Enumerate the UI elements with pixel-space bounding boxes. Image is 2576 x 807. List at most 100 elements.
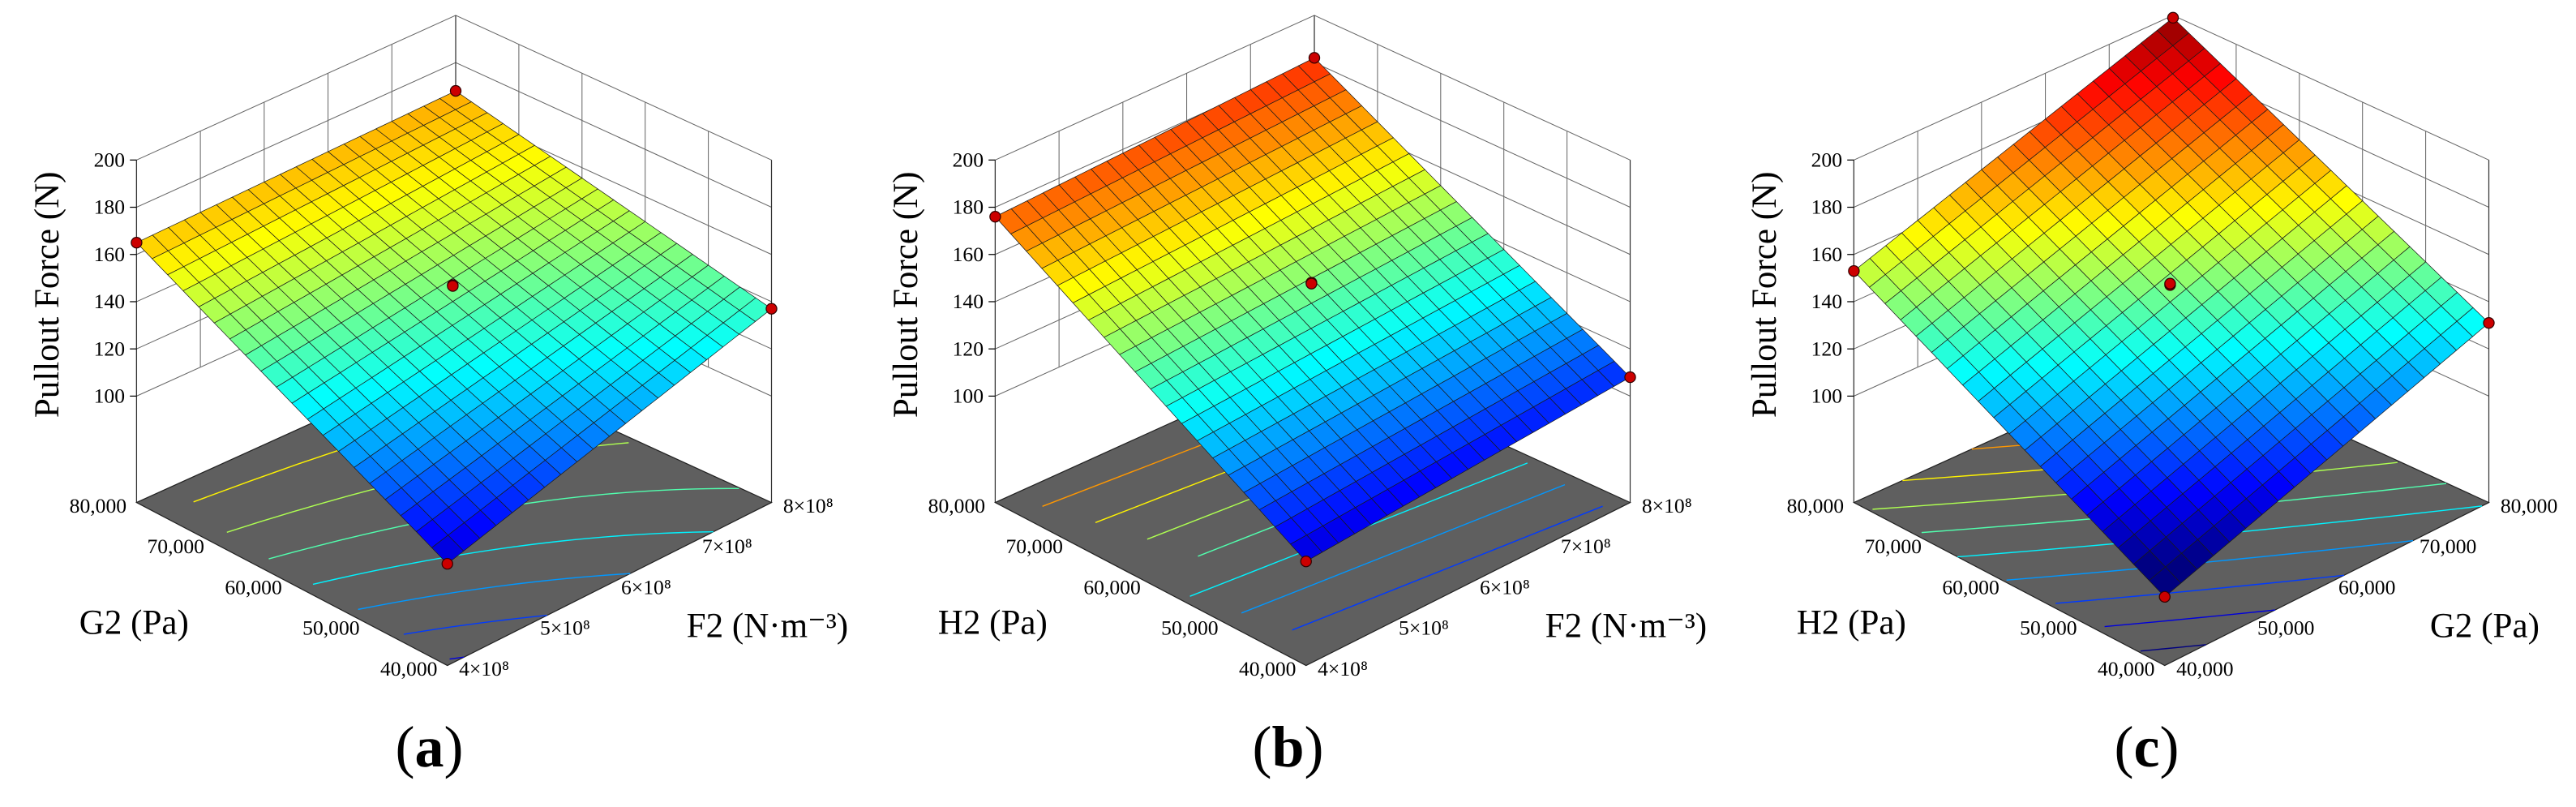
plot-body: 100 120 140 160 180 200 Pullout Force (N) 80,00… xyxy=(887,15,1707,680)
z-tick-label: 160 xyxy=(1811,243,1842,266)
design-point xyxy=(1624,371,1636,384)
design-points xyxy=(989,52,1636,568)
right-axis-tick-label: 8×10⁸ xyxy=(1642,494,1692,517)
left-axis: 80,000 70,000 60,000 50,000 40,000 G2 (Pa) xyxy=(70,494,438,680)
right-axis-tick-label: 8×10⁸ xyxy=(783,494,834,517)
z-tick-label: 200 xyxy=(94,148,125,172)
right-axis: 4×10⁸ 5×10⁸ 6×10⁸ 7×10⁸ 8×10⁸ F2 (N·m⁻³) xyxy=(459,494,848,680)
plot-body: 100 120 140 160 180 200 Pullout Force (N) 80,00… xyxy=(1746,11,2557,680)
contour-line xyxy=(2140,644,2206,652)
design-point xyxy=(449,84,462,97)
right-axis-tick-label: 50,000 xyxy=(2257,616,2314,640)
z-axis-title: Pullout Force (N) xyxy=(887,172,925,419)
right-axis-tick-label: 7×10⁸ xyxy=(1561,534,1611,558)
right-axis-tick-label: 7×10⁸ xyxy=(702,534,752,558)
right-axis-tick-label: 6×10⁸ xyxy=(621,575,671,599)
right-axis-title: F2 (N·m⁻³) xyxy=(1545,607,1707,646)
contour-line xyxy=(358,573,631,611)
z-tick-label: 120 xyxy=(1811,337,1842,360)
caption-a: (a) xyxy=(395,715,464,779)
z-tick-label: 180 xyxy=(94,195,125,219)
z-axis: 100 120 140 160 180 200 Pullout Force (N) xyxy=(28,148,137,419)
left-axis-tick-label: 50,000 xyxy=(2020,616,2077,640)
right-axis-tick-label: 5×10⁸ xyxy=(1399,616,1449,640)
contour-line xyxy=(2104,609,2275,628)
z-axis: 100 120 140 160 180 200 Pullout Force (N) xyxy=(1746,148,1854,419)
right-axis-tick-label: 80,000 xyxy=(2501,494,2557,517)
chart-panel-a: 100 120 140 160 180 200 Pullout Force (N) 80,00… xyxy=(0,0,859,807)
right-axis-tick-label: 4×10⁸ xyxy=(459,657,509,680)
right-axis-tick-label: 40,000 xyxy=(2176,657,2233,680)
left-axis: 80,000 70,000 60,000 50,000 40,000 H2 (Pa) xyxy=(928,494,1297,680)
left-axis-tick-label: 60,000 xyxy=(225,575,281,599)
design-point xyxy=(447,280,459,292)
left-axis-tick-label: 50,000 xyxy=(302,616,359,640)
left-axis-tick-label: 70,000 xyxy=(148,534,204,558)
right-axis-tick-label: 5×10⁸ xyxy=(540,616,590,640)
right-axis-tick-label: 60,000 xyxy=(2338,575,2395,599)
right-axis: 40,000 50,000 60,000 70,000 80,000 G2 (Pa) xyxy=(2176,494,2557,680)
z-tick-label: 180 xyxy=(1811,195,1842,219)
z-tick-label: 160 xyxy=(94,243,125,266)
left-axis-tick-label: 40,000 xyxy=(1239,657,1296,680)
chart-panel-b: 100 120 140 160 180 200 Pullout Force (N) 80,00… xyxy=(859,0,1717,807)
design-point xyxy=(441,557,453,570)
design-point xyxy=(765,303,778,315)
right-axis-tick-label: 70,000 xyxy=(2420,534,2476,558)
right-axis-tick-label: 4×10⁸ xyxy=(1318,657,1368,680)
left-axis-title: H2 (Pa) xyxy=(938,604,1048,642)
left-axis-tick-label: 80,000 xyxy=(70,494,126,517)
z-axis: 100 120 140 160 180 200 Pullout Force (N) xyxy=(887,148,996,419)
z-tick-label: 100 xyxy=(94,384,125,408)
z-tick-label: 200 xyxy=(1811,148,1842,172)
left-axis-tick-label: 50,000 xyxy=(1161,616,1218,640)
caption-b: (b) xyxy=(1252,715,1324,779)
left-axis-title: H2 (Pa) xyxy=(1797,604,1906,642)
left-axis-tick-label: 80,000 xyxy=(928,494,985,517)
design-point xyxy=(1848,264,1860,277)
z-tick-label: 100 xyxy=(953,384,984,408)
design-point xyxy=(1305,277,1318,290)
left-axis-tick-label: 70,000 xyxy=(1006,534,1063,558)
design-point xyxy=(2483,316,2495,329)
response-surface xyxy=(135,90,773,564)
plot-body: 100 120 140 160 180 200 Pullout Force (N) 80,00… xyxy=(28,15,848,680)
z-tick-label: 140 xyxy=(94,290,125,313)
design-point xyxy=(1300,556,1312,568)
surface-cell xyxy=(431,534,465,564)
z-tick-label: 120 xyxy=(953,337,984,360)
design-point xyxy=(1308,52,1321,64)
contour-line xyxy=(312,530,714,586)
surface-plot-b: 100 120 140 160 180 200 Pullout Force (N) 80,00… xyxy=(887,15,1707,680)
design-points xyxy=(1848,11,2495,603)
right-axis-title: F2 (N·m⁻³) xyxy=(687,607,848,646)
z-tick-label: 160 xyxy=(953,243,984,266)
surface-plot-c: 100 120 140 160 180 200 Pullout Force (N) 80,00… xyxy=(1746,11,2557,680)
contour-line xyxy=(449,656,465,660)
design-point xyxy=(131,237,143,249)
design-point xyxy=(2164,277,2176,290)
contour-line xyxy=(1292,505,1603,631)
contour-line xyxy=(2055,574,2344,604)
left-axis-tick-label: 60,000 xyxy=(1083,575,1140,599)
left-axis-title: G2 (Pa) xyxy=(79,604,189,642)
design-point xyxy=(2167,11,2180,24)
caption-c: (c) xyxy=(2114,715,2180,779)
contour-line xyxy=(403,614,547,635)
right-axis: 4×10⁸ 5×10⁸ 6×10⁸ 7×10⁸ 8×10⁸ F2 (N·m⁻³) xyxy=(1318,494,1707,680)
z-axis-title: Pullout Force (N) xyxy=(1746,172,1784,419)
contour-line xyxy=(1241,483,1566,614)
z-tick-label: 140 xyxy=(1811,290,1842,313)
z-axis-title: Pullout Force (N) xyxy=(28,172,66,419)
surface-cell xyxy=(1290,534,1323,562)
right-axis-tick-label: 6×10⁸ xyxy=(1480,575,1530,599)
left-axis-tick-label: 40,000 xyxy=(2098,657,2154,680)
left-axis-tick-label: 80,000 xyxy=(1787,494,1844,517)
surface-plot-a: 100 120 140 160 180 200 Pullout Force (N) 80,00… xyxy=(28,15,848,680)
response-surface xyxy=(1853,17,2490,598)
z-tick-label: 200 xyxy=(953,148,984,172)
right-axis-title: G2 (Pa) xyxy=(2430,607,2540,646)
z-tick-label: 140 xyxy=(953,290,984,313)
left-axis-tick-label: 60,000 xyxy=(1942,575,1999,599)
left-axis-tick-label: 70,000 xyxy=(1865,534,1922,558)
